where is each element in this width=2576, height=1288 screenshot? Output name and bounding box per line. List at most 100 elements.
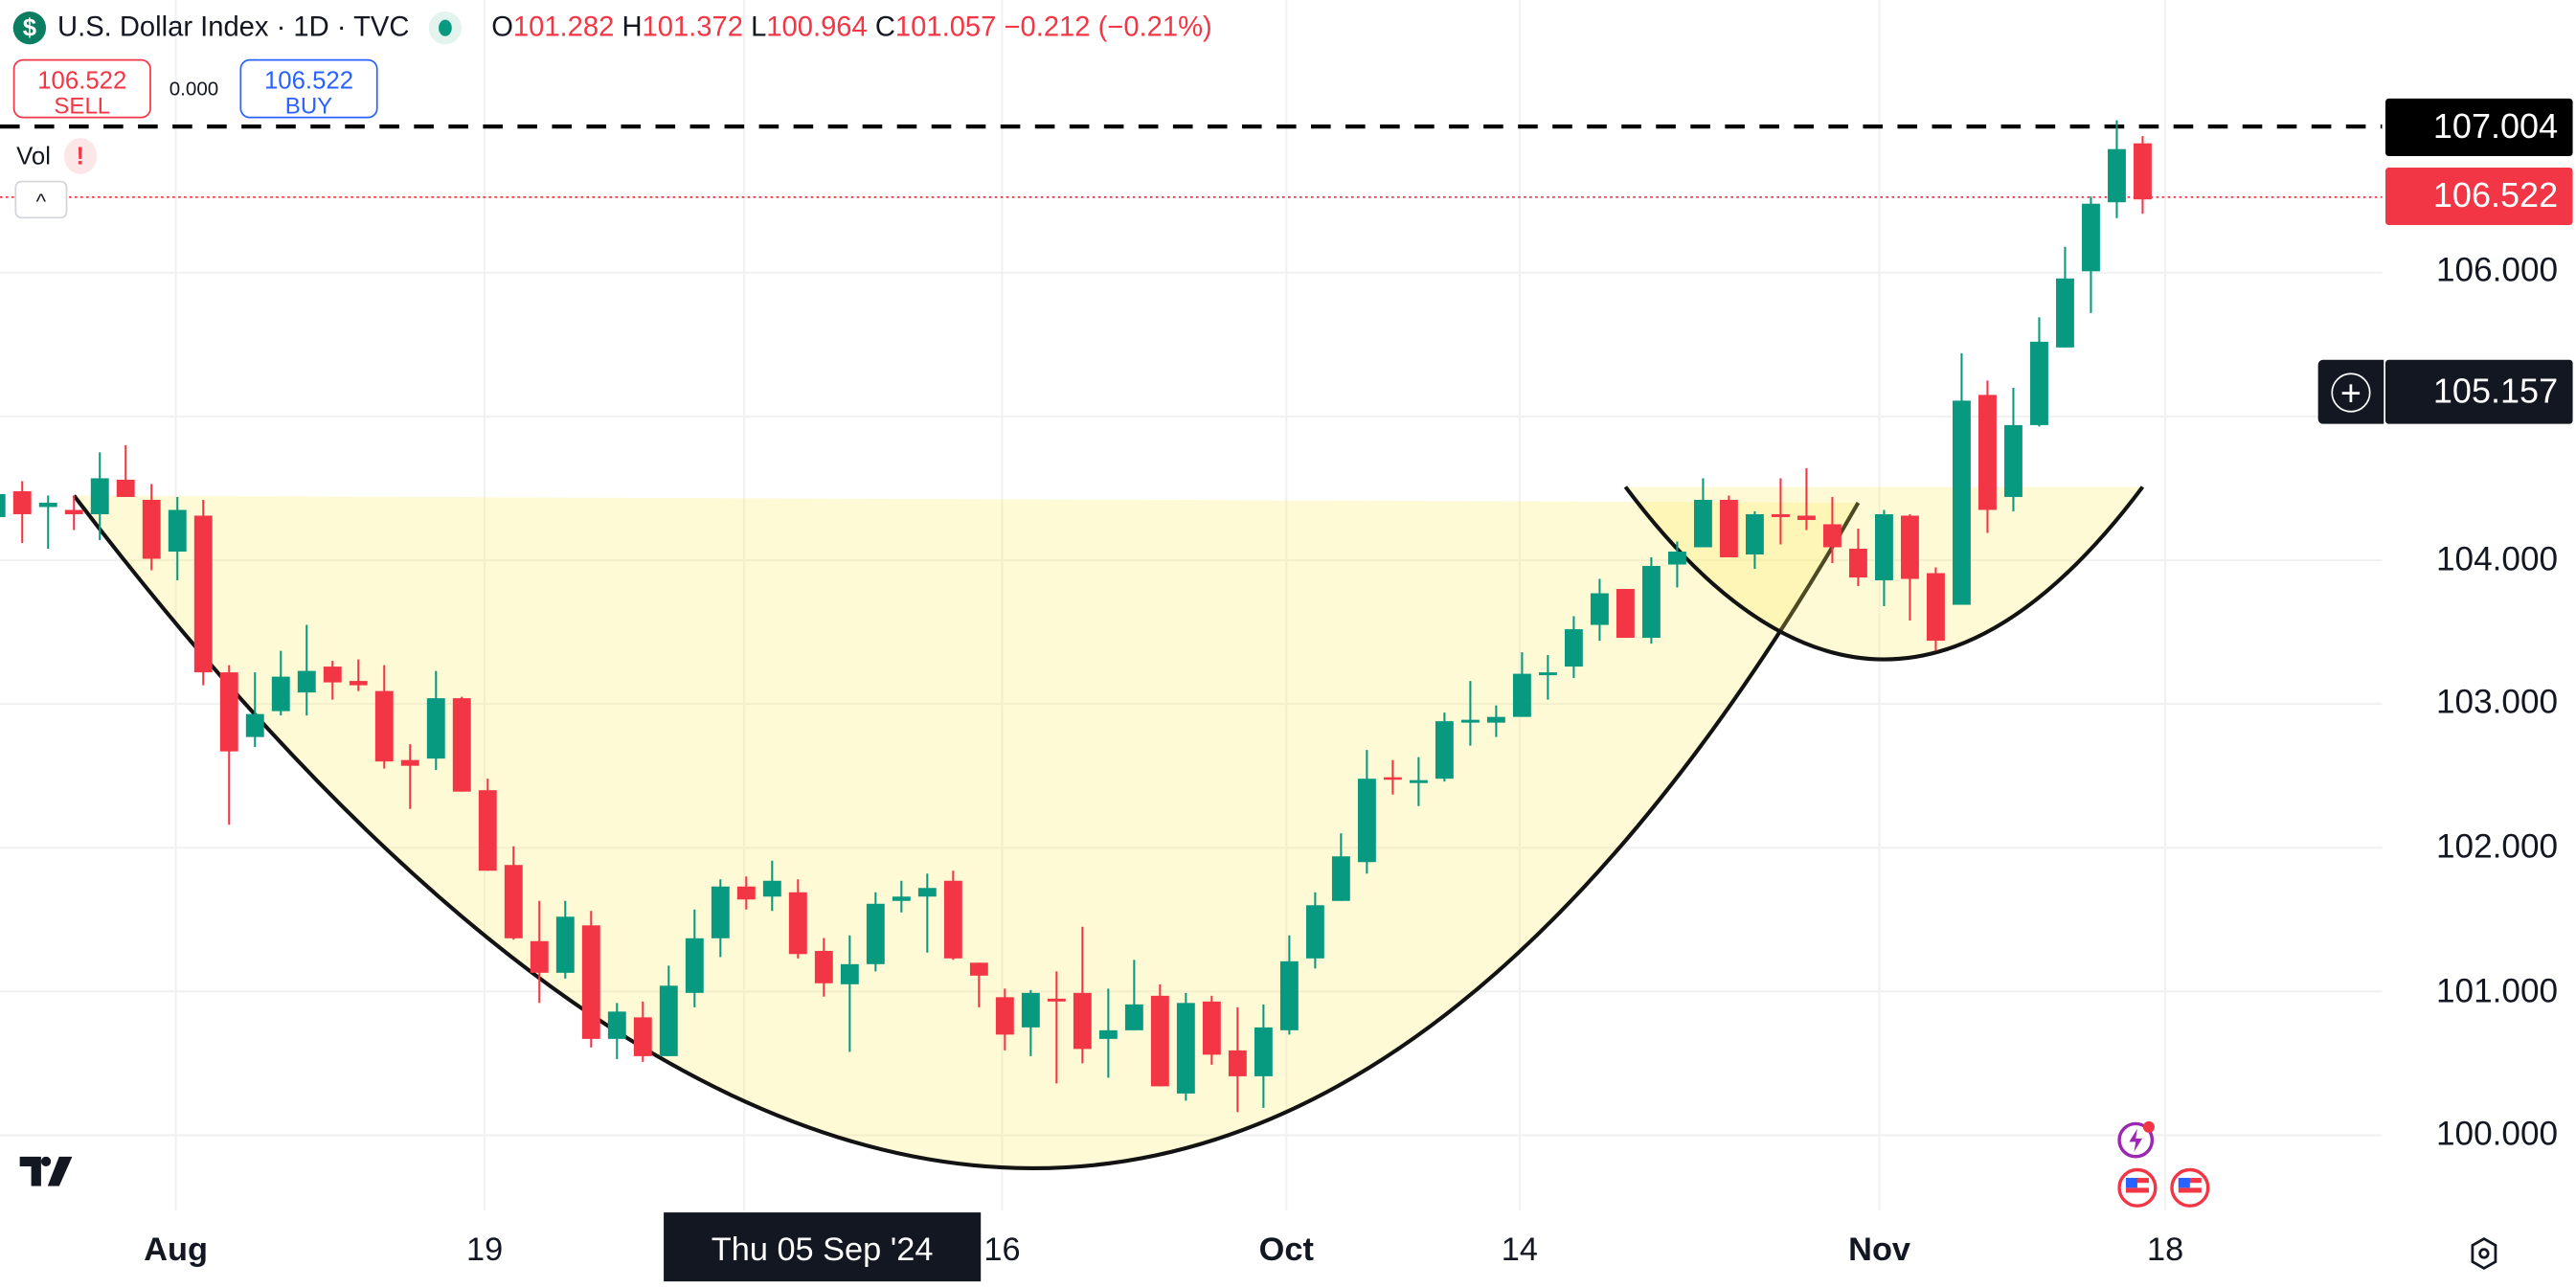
candle-body xyxy=(12,490,32,514)
candle-body xyxy=(1538,672,1557,676)
candle xyxy=(1978,380,1997,533)
legend-header: $ U.S. Dollar Index · 1D · TVC O101.282 … xyxy=(12,10,1212,46)
candle-body xyxy=(1512,673,1531,717)
candle-body xyxy=(1616,589,1635,639)
volume-indicator[interactable]: Vol ! xyxy=(16,138,97,174)
cup-curve-fill xyxy=(74,495,1859,1168)
time-tick: Oct xyxy=(1258,1232,1314,1269)
candle-body xyxy=(607,1011,626,1039)
candle-body xyxy=(400,759,419,766)
candle-body xyxy=(1745,513,1764,555)
candle-body xyxy=(1590,593,1609,625)
crosshair-price-label: 105.157 xyxy=(2384,359,2573,424)
candle xyxy=(1953,352,1971,605)
candle xyxy=(2030,317,2048,427)
lightning-event-icon[interactable] xyxy=(2116,1120,2159,1160)
collapse-legend-button[interactable]: ^ xyxy=(14,180,68,219)
warning-icon[interactable]: ! xyxy=(63,138,97,174)
candle xyxy=(530,900,549,1004)
candle-body xyxy=(1202,1001,1221,1055)
candle xyxy=(866,892,885,972)
candle-body xyxy=(1667,551,1686,565)
candle xyxy=(788,879,807,959)
candle xyxy=(969,962,988,1007)
candle-body xyxy=(762,880,781,897)
candle xyxy=(193,499,213,686)
close-label: C xyxy=(874,11,895,43)
settings-icon[interactable] xyxy=(2469,1236,2498,1270)
candle xyxy=(1771,478,1790,545)
candle xyxy=(349,659,368,691)
symbol-title[interactable]: U.S. Dollar Index · 1D · TVC xyxy=(57,11,410,43)
candle xyxy=(0,493,6,517)
candle-body xyxy=(1927,573,1945,642)
candle xyxy=(1796,467,1816,531)
candle-body xyxy=(374,690,394,762)
time-tick: Nov xyxy=(1848,1232,1911,1269)
candle-body xyxy=(2030,341,2048,425)
dollar-icon: $ xyxy=(12,11,47,45)
candle xyxy=(1616,589,1635,639)
candle-body xyxy=(892,896,911,901)
high-label: H xyxy=(621,11,643,43)
us-flag-event-icon[interactable] xyxy=(2116,1166,2159,1209)
candle-body xyxy=(788,892,807,955)
candle-body xyxy=(814,951,833,983)
time-tick: 14 xyxy=(1501,1232,1538,1269)
candle-body xyxy=(1875,513,1893,581)
candle xyxy=(1098,988,1118,1078)
change-value: −0.212 (−0.21%) xyxy=(1004,11,1212,43)
add-alert-button[interactable]: + xyxy=(2317,359,2384,424)
buy-button[interactable]: 106.522 BUY xyxy=(239,58,378,119)
candle-body xyxy=(711,886,730,938)
candle-body xyxy=(323,667,342,683)
candle xyxy=(168,496,187,581)
candle xyxy=(2108,120,2126,218)
last-price-label: 106.522 xyxy=(2384,167,2573,226)
candle-body xyxy=(297,670,316,693)
candle-body xyxy=(193,515,213,673)
candle xyxy=(1927,567,1945,651)
candle xyxy=(116,444,135,497)
candle xyxy=(633,1001,652,1062)
plus-icon: + xyxy=(2331,372,2371,412)
candle-body xyxy=(1383,777,1402,780)
tradingview-logo[interactable] xyxy=(19,1156,79,1186)
candle xyxy=(711,879,730,958)
candle xyxy=(1435,712,1454,782)
candle-body xyxy=(995,997,1014,1035)
candle-body xyxy=(1719,499,1738,558)
candles xyxy=(0,120,2152,1113)
candle xyxy=(1331,833,1350,901)
candle xyxy=(1564,616,1583,679)
candle xyxy=(271,650,290,716)
sell-button[interactable]: 106.522 SELL xyxy=(12,58,151,119)
price-tick: 100.000 xyxy=(2435,1115,2559,1154)
price-tick: 106.000 xyxy=(2435,251,2559,289)
candle-body xyxy=(1435,721,1454,780)
candle xyxy=(1228,1006,1247,1113)
candle-body xyxy=(64,509,83,514)
candle-body xyxy=(943,880,962,959)
time-tick: 18 xyxy=(2147,1232,2184,1269)
us-flag-event-icon[interactable] xyxy=(2169,1166,2212,1209)
price-chart[interactable] xyxy=(0,0,2383,1211)
open-value: 101.282 xyxy=(512,11,615,43)
candle-body xyxy=(969,962,988,976)
candle xyxy=(64,495,83,531)
candle xyxy=(219,665,238,825)
candle-body xyxy=(866,903,885,964)
candle-body xyxy=(1047,998,1066,1002)
candle xyxy=(814,938,833,997)
candle-body xyxy=(1641,566,1661,639)
candle xyxy=(1693,478,1712,548)
candle-body xyxy=(2134,143,2152,200)
candle xyxy=(478,779,497,871)
candle xyxy=(38,495,57,549)
candle xyxy=(323,661,342,700)
candle xyxy=(1719,495,1738,558)
candle xyxy=(917,873,937,953)
candle-body xyxy=(245,713,264,737)
candle xyxy=(1901,513,1919,621)
